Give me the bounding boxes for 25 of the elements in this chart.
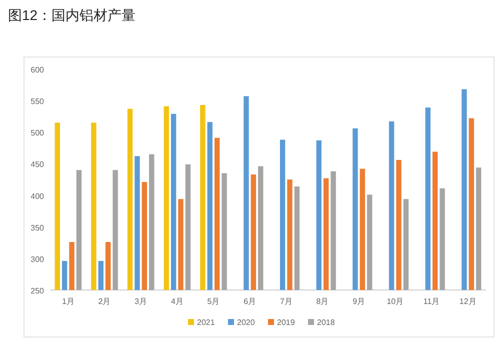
y-tick-label: 500	[30, 128, 45, 138]
x-tick-label: 1月	[62, 297, 74, 306]
x-tick-label: 6月	[244, 297, 256, 306]
x-tick-label: 11月	[423, 297, 440, 306]
y-tick-label: 600	[30, 66, 45, 74]
chart-title: 图12：国内铝材产量	[8, 7, 136, 23]
legend-label: 2019	[277, 318, 296, 327]
y-tick-label: 550	[30, 97, 45, 106]
legend-label: 2018	[317, 318, 336, 327]
y-tick-label: 250	[30, 286, 45, 296]
y-tick-label: 300	[30, 254, 45, 264]
x-tick-label: 9月	[352, 297, 366, 306]
x-tick-label: 3月	[134, 297, 148, 306]
x-tick-label: 12月	[459, 297, 476, 306]
y-tick-label: 400	[30, 192, 45, 201]
x-tick-label: 7月	[280, 297, 292, 306]
legend-label: 2020	[237, 318, 256, 327]
x-tick-label: 4月	[170, 297, 184, 306]
x-tick-label: 5月	[207, 297, 220, 306]
legend-label: 2021	[197, 318, 216, 327]
x-tick-label: 10月	[386, 297, 404, 306]
x-tick-label: 8月	[316, 297, 329, 306]
y-tick-label: 450	[30, 160, 45, 170]
y-tick-label: 350	[30, 223, 45, 232]
x-tick-label: 2月	[98, 297, 111, 306]
